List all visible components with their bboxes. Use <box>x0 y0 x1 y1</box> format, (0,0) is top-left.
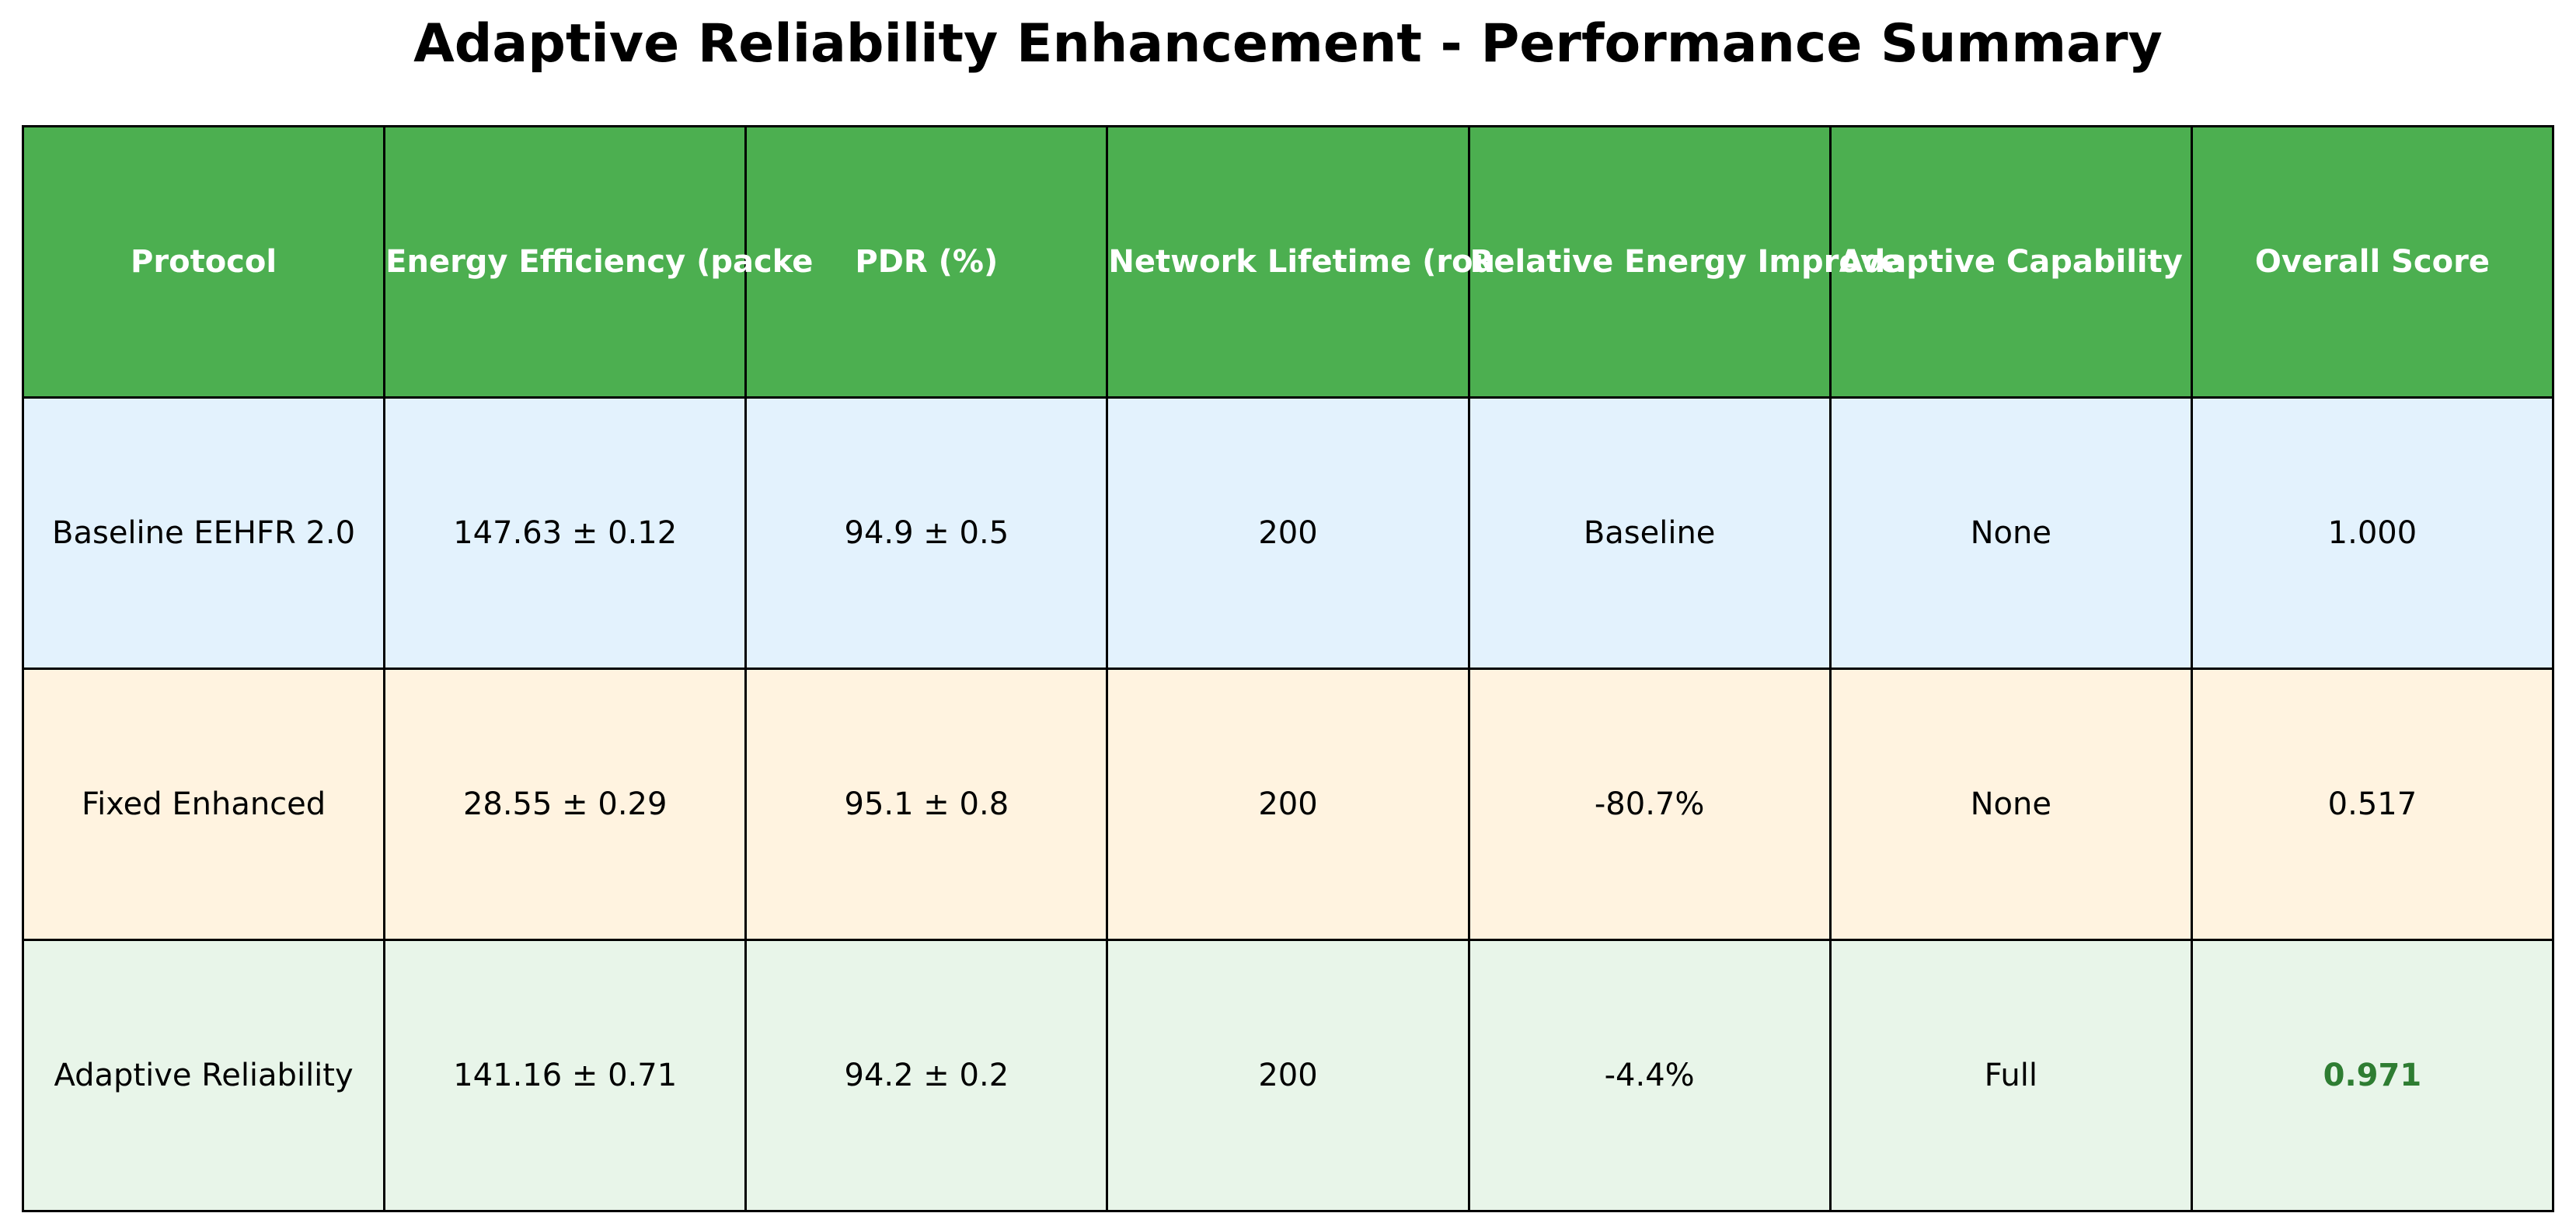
table-cell: Adaptive Reliability <box>21 939 386 1212</box>
chart-title: Adaptive Reliability Enhancement - Perfo… <box>413 13 2163 75</box>
header-label: Energy Efficiency (packe <box>385 244 814 280</box>
header-cell-pdr: PDR (%) <box>744 125 1109 399</box>
header-cell-overall-score: Overall Score <box>2190 125 2555 399</box>
header-label: Adaptive Capability <box>1839 244 2183 280</box>
table-cell: 94.9 ± 0.5 <box>744 396 1109 670</box>
table-cell: None <box>1828 668 2193 941</box>
header-cell-energy-efficiency: Energy Efficiency (packe <box>383 125 814 399</box>
header-label: PDR (%) <box>855 244 999 280</box>
header-label: Network Lifetime (rou <box>1108 244 1496 280</box>
table-cell: Full <box>1828 939 2193 1212</box>
table-row-fixed-enhanced: Fixed Enhanced 28.55 ± 0.29 95.1 ± 0.8 2… <box>21 668 2555 941</box>
table-cell: -4.4% <box>1467 939 1832 1212</box>
table-cell: 200 <box>1106 939 1470 1212</box>
header-cell-adaptive-capability: Adaptive Capability <box>1828 125 2193 399</box>
table-cell: Fixed Enhanced <box>21 668 386 941</box>
table-cell: 94.2 ± 0.2 <box>744 939 1109 1212</box>
table-cell: 0.517 <box>2190 668 2555 941</box>
header-cell-protocol: Protocol <box>21 125 386 399</box>
table-row-baseline: Baseline EEHFR 2.0 147.63 ± 0.12 94.9 ± … <box>21 396 2555 670</box>
header-label: Relative Energy Improve <box>1469 244 1902 280</box>
table-cell: -80.7% <box>1467 668 1832 941</box>
table-cell: 95.1 ± 0.8 <box>744 668 1109 941</box>
table-cell: None <box>1828 396 2193 670</box>
header-label: Protocol <box>131 244 277 280</box>
header-cell-relative-energy-improvement: Relative Energy Improve <box>1467 125 1902 399</box>
performance-summary-table: Protocol Energy Efficiency (packe PDR (%… <box>21 125 2555 1212</box>
table-cell: 141.16 ± 0.71 <box>383 939 748 1212</box>
table-row-adaptive-reliability: Adaptive Reliability 141.16 ± 0.71 94.2 … <box>21 939 2555 1212</box>
table-cell: 200 <box>1106 668 1470 941</box>
performance-table-container: Protocol Energy Efficiency (packe PDR (%… <box>21 125 2555 1212</box>
header-label: Overall Score <box>2254 244 2490 280</box>
header-cell-network-lifetime: Network Lifetime (rou <box>1106 125 1496 399</box>
header-row: Protocol Energy Efficiency (packe PDR (%… <box>21 125 2555 399</box>
table-cell: Baseline EEHFR 2.0 <box>21 396 386 670</box>
table-cell: 28.55 ± 0.29 <box>383 668 748 941</box>
table-cell: 200 <box>1106 396 1470 670</box>
overall-score-highlight-cell: 0.971 <box>2190 939 2555 1212</box>
table-cell: 147.63 ± 0.12 <box>383 396 748 670</box>
table-cell: 1.000 <box>2190 396 2555 670</box>
table-cell: Baseline <box>1467 396 1832 670</box>
